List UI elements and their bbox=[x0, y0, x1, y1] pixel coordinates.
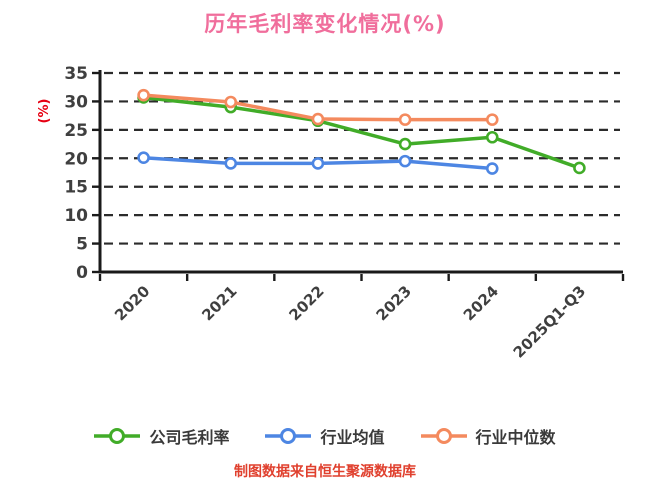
chart-title: 历年毛利率变化情况(%) bbox=[204, 12, 446, 36]
y-tick-label-15: 15 bbox=[64, 178, 88, 198]
y-tick-label-35: 35 bbox=[64, 64, 88, 84]
legend-marker-icon bbox=[94, 428, 141, 444]
y-tick-label-10: 10 bbox=[64, 206, 88, 226]
x-tick-label-2024: 2024 bbox=[460, 282, 502, 324]
x-tick-label-2021: 2021 bbox=[198, 282, 240, 324]
x-tick-label-2025Q1-Q3: 2025Q1-Q3 bbox=[510, 282, 589, 361]
series-marker-company-gross-margin-3 bbox=[398, 137, 412, 151]
series-marker-industry-median-4 bbox=[485, 113, 499, 126]
y-tick-label-20: 20 bbox=[64, 149, 88, 169]
data-source-note: 制图数据来自恒生聚源数据库 bbox=[234, 464, 416, 480]
series-marker-industry-mean-0 bbox=[137, 151, 150, 165]
x-tick-label-2020: 2020 bbox=[111, 282, 153, 324]
legend-item-company-gross-margin[interactable]: 公司毛利率 bbox=[94, 424, 229, 448]
y-tick-label-30: 30 bbox=[64, 92, 88, 112]
y-tick-label-25: 25 bbox=[64, 121, 88, 141]
x-tick-label-2022: 2022 bbox=[285, 282, 327, 324]
legend-label-industry-median: 行业中位数 bbox=[475, 428, 556, 447]
series-marker-industry-mean-3 bbox=[398, 154, 412, 168]
series-marker-industry-median-1 bbox=[224, 95, 238, 109]
series-marker-industry-median-3 bbox=[398, 113, 412, 126]
series-marker-industry-median-2 bbox=[311, 112, 325, 126]
legend-marker-icon bbox=[420, 428, 467, 444]
chart-plot-area: 0 5 10 15 20 25 30 35 2020 2021 2022 2023 2024 2025Q1… bbox=[64, 64, 625, 362]
series-marker-company-gross-margin-5 bbox=[573, 161, 586, 175]
series-marker-industry-mean-2 bbox=[311, 157, 325, 170]
chart-legend: 公司毛利率 行业均值 行业中位数 bbox=[0, 424, 650, 448]
x-tick-label-2023: 2023 bbox=[373, 282, 415, 324]
legend-item-industry-mean[interactable]: 行业均值 bbox=[265, 424, 385, 448]
y-tick-label-0: 0 bbox=[76, 263, 88, 283]
series-line-company-gross-margin bbox=[141, 95, 582, 170]
series-marker-industry-mean-1 bbox=[224, 157, 238, 170]
y-tick-label-5: 5 bbox=[76, 235, 88, 255]
legend-marker-icon bbox=[265, 428, 312, 444]
series-marker-industry-mean-4 bbox=[485, 162, 499, 175]
series-marker-company-gross-margin-4 bbox=[485, 130, 499, 144]
series-marker-industry-median-0 bbox=[137, 88, 150, 102]
legend-label-company-gross-margin: 公司毛利率 bbox=[149, 428, 230, 447]
legend-label-industry-mean: 行业均值 bbox=[320, 428, 385, 447]
legend-item-industry-median[interactable]: 行业中位数 bbox=[420, 424, 556, 448]
